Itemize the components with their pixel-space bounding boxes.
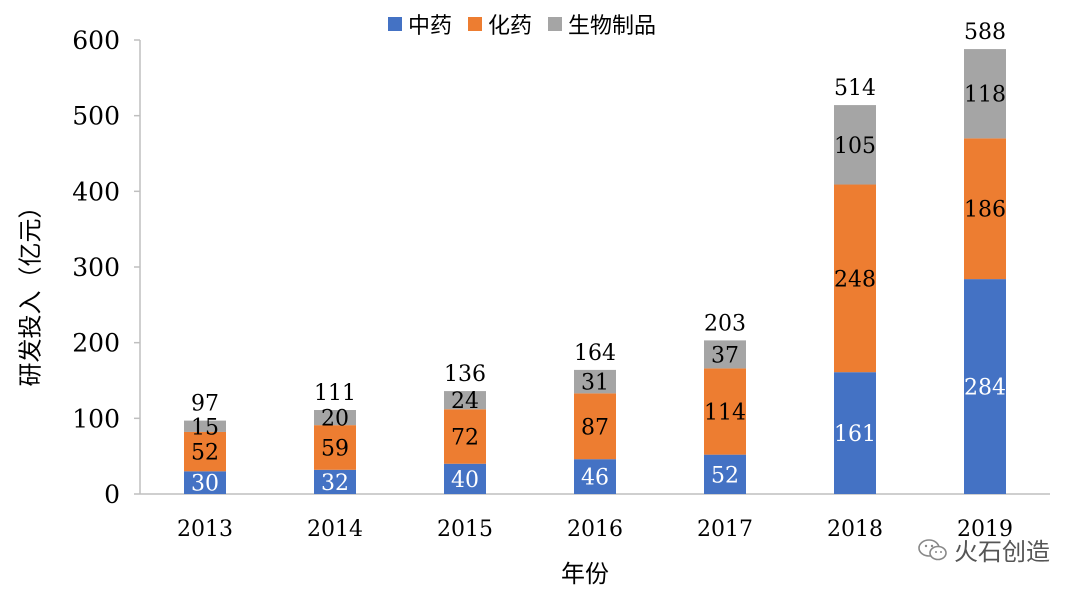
legend-item-0: 中药 — [388, 8, 452, 40]
data-label: 284 — [964, 376, 1006, 401]
total-label: 588 — [964, 20, 1006, 45]
data-label: 87 — [581, 415, 609, 440]
data-label: 52 — [191, 441, 219, 466]
legend-label-1: 化药 — [488, 14, 533, 39]
bar-segment — [834, 372, 876, 494]
legend-swatch-2 — [548, 17, 563, 31]
y-axis-title-wrap: 研发投入（亿元） — [8, 160, 48, 420]
watermark-text: 火石创造 — [954, 538, 1050, 566]
bar-segment — [574, 459, 616, 494]
x-axis-title: 年份 — [561, 560, 609, 588]
legend-label-0: 中药 — [408, 14, 453, 39]
legend-item-2: 生物制品 — [548, 8, 656, 40]
y-tick-label: 500 — [72, 102, 120, 131]
data-label: 59 — [321, 436, 349, 461]
total-label: 111 — [314, 381, 356, 406]
wechat-icon — [918, 538, 947, 560]
bar-segment — [574, 393, 616, 460]
data-label: 186 — [964, 198, 1006, 223]
bar-segment — [314, 425, 356, 470]
data-label: 20 — [321, 407, 349, 432]
data-label: 31 — [581, 371, 609, 396]
x-tick-label: 2013 — [177, 517, 233, 542]
bar-segment — [704, 454, 746, 494]
total-label: 514 — [834, 76, 876, 101]
data-label: 248 — [834, 267, 876, 292]
data-label: 30 — [191, 472, 219, 497]
legend-swatch-1 — [468, 17, 483, 31]
legend-item-1: 化药 — [468, 8, 532, 40]
bar-segment — [964, 138, 1006, 280]
bar-segment — [444, 391, 486, 410]
bar-segment — [184, 471, 226, 494]
x-tick-label: 2017 — [697, 517, 753, 542]
bar-segment — [964, 49, 1006, 139]
bar-segment — [314, 469, 356, 494]
data-label: 161 — [834, 422, 876, 447]
total-label: 164 — [574, 341, 616, 366]
bars — [184, 49, 1006, 494]
data-label: 114 — [704, 401, 746, 426]
x-tick-label: 2018 — [827, 517, 883, 542]
bar-segment — [184, 420, 226, 432]
y-axis-title: 研发投入（亿元） — [16, 194, 45, 386]
data-label: 32 — [321, 471, 349, 496]
data-label: 105 — [834, 134, 876, 159]
bar-segment — [834, 184, 876, 373]
y-tick-label: 400 — [72, 177, 120, 206]
data-label: 37 — [711, 343, 739, 368]
data-label: 40 — [451, 468, 479, 493]
data-label: 52 — [711, 463, 739, 488]
watermark: 火石创造 — [918, 532, 1050, 567]
bar-segment — [964, 279, 1006, 494]
data-label: 46 — [581, 466, 609, 491]
bar-segment — [444, 463, 486, 494]
legend-label-2: 生物制品 — [568, 14, 657, 39]
data-label: 72 — [451, 425, 479, 450]
total-label: 203 — [704, 311, 746, 336]
bar-segment — [184, 431, 226, 472]
bar-segment — [314, 410, 356, 426]
x-tick-label: 2015 — [437, 517, 493, 542]
legend-swatch-0 — [388, 17, 402, 31]
data-label: 24 — [451, 389, 479, 414]
total-label: 97 — [191, 392, 219, 417]
y-tick-label: 100 — [72, 404, 120, 433]
total-label: 136 — [444, 362, 486, 387]
bar-segment — [444, 409, 486, 464]
y-tick-label: 300 — [72, 253, 120, 282]
x-tick-label: 2014 — [307, 517, 363, 542]
y-tick-label: 600 — [72, 26, 120, 55]
bar-segment — [704, 368, 746, 455]
y-tick-label: 0 — [104, 480, 120, 509]
y-tick-label: 200 — [72, 329, 120, 358]
data-label: 15 — [191, 415, 219, 440]
legend: 中药 化药 生物制品 — [388, 8, 656, 40]
x-tick-label: 2019 — [957, 517, 1013, 542]
data-labels: 3052159732592011140722413646873116452114… — [191, 20, 1006, 497]
x-tick-labels: 2013 2014 2015 2016 2017 2018 2019 — [177, 517, 1013, 542]
bar-segment — [834, 105, 876, 185]
data-label: 118 — [964, 83, 1006, 108]
x-tick-label: 2016 — [567, 517, 623, 542]
bar-segment — [704, 340, 746, 369]
bar-segment — [574, 369, 616, 394]
y-tick-labels: 0 100 200 300 400 500 600 — [72, 26, 140, 509]
